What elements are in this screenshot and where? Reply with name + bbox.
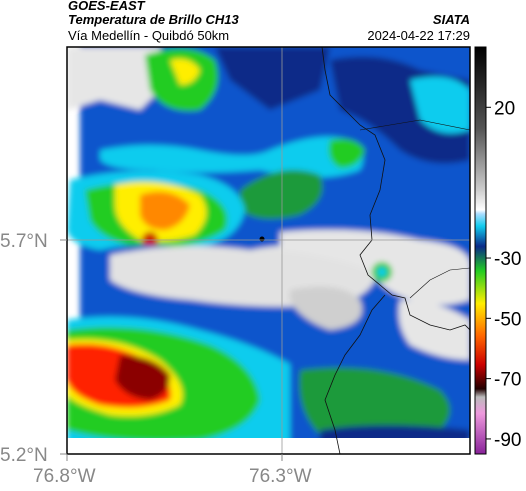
colorbar-tick-label: 20 <box>494 98 515 119</box>
colorbar-tick-label: -70 <box>494 370 521 391</box>
colorbar: 20 -30 -50 -70 -90 <box>474 46 521 455</box>
brightness-temperature-field <box>67 47 470 454</box>
colorbar-tick-label: -90 <box>494 430 521 451</box>
region-label: Vía Medellín - Quibdó 50km <box>68 28 230 43</box>
satellite-title: GOES-EAST <box>68 0 145 13</box>
product-title: Temperatura de Brillo CH13 <box>68 12 239 27</box>
timestamp-label: 2024-04-22 17:29 <box>367 28 470 43</box>
lat-tick-label: 5.7°N <box>0 231 48 252</box>
department-border <box>324 294 386 454</box>
colorbar-tick-label: -50 <box>494 309 521 330</box>
city-marker <box>259 236 265 242</box>
organization-label: SIATA <box>432 12 470 27</box>
lon-tick-label: 76.8°W <box>33 466 96 487</box>
lat-tick-label: 5.2°N <box>0 445 48 466</box>
map-frame <box>66 46 471 455</box>
lon-tick-label: 76.3°W <box>249 466 312 487</box>
colorbar-tick-label: -30 <box>494 249 521 270</box>
